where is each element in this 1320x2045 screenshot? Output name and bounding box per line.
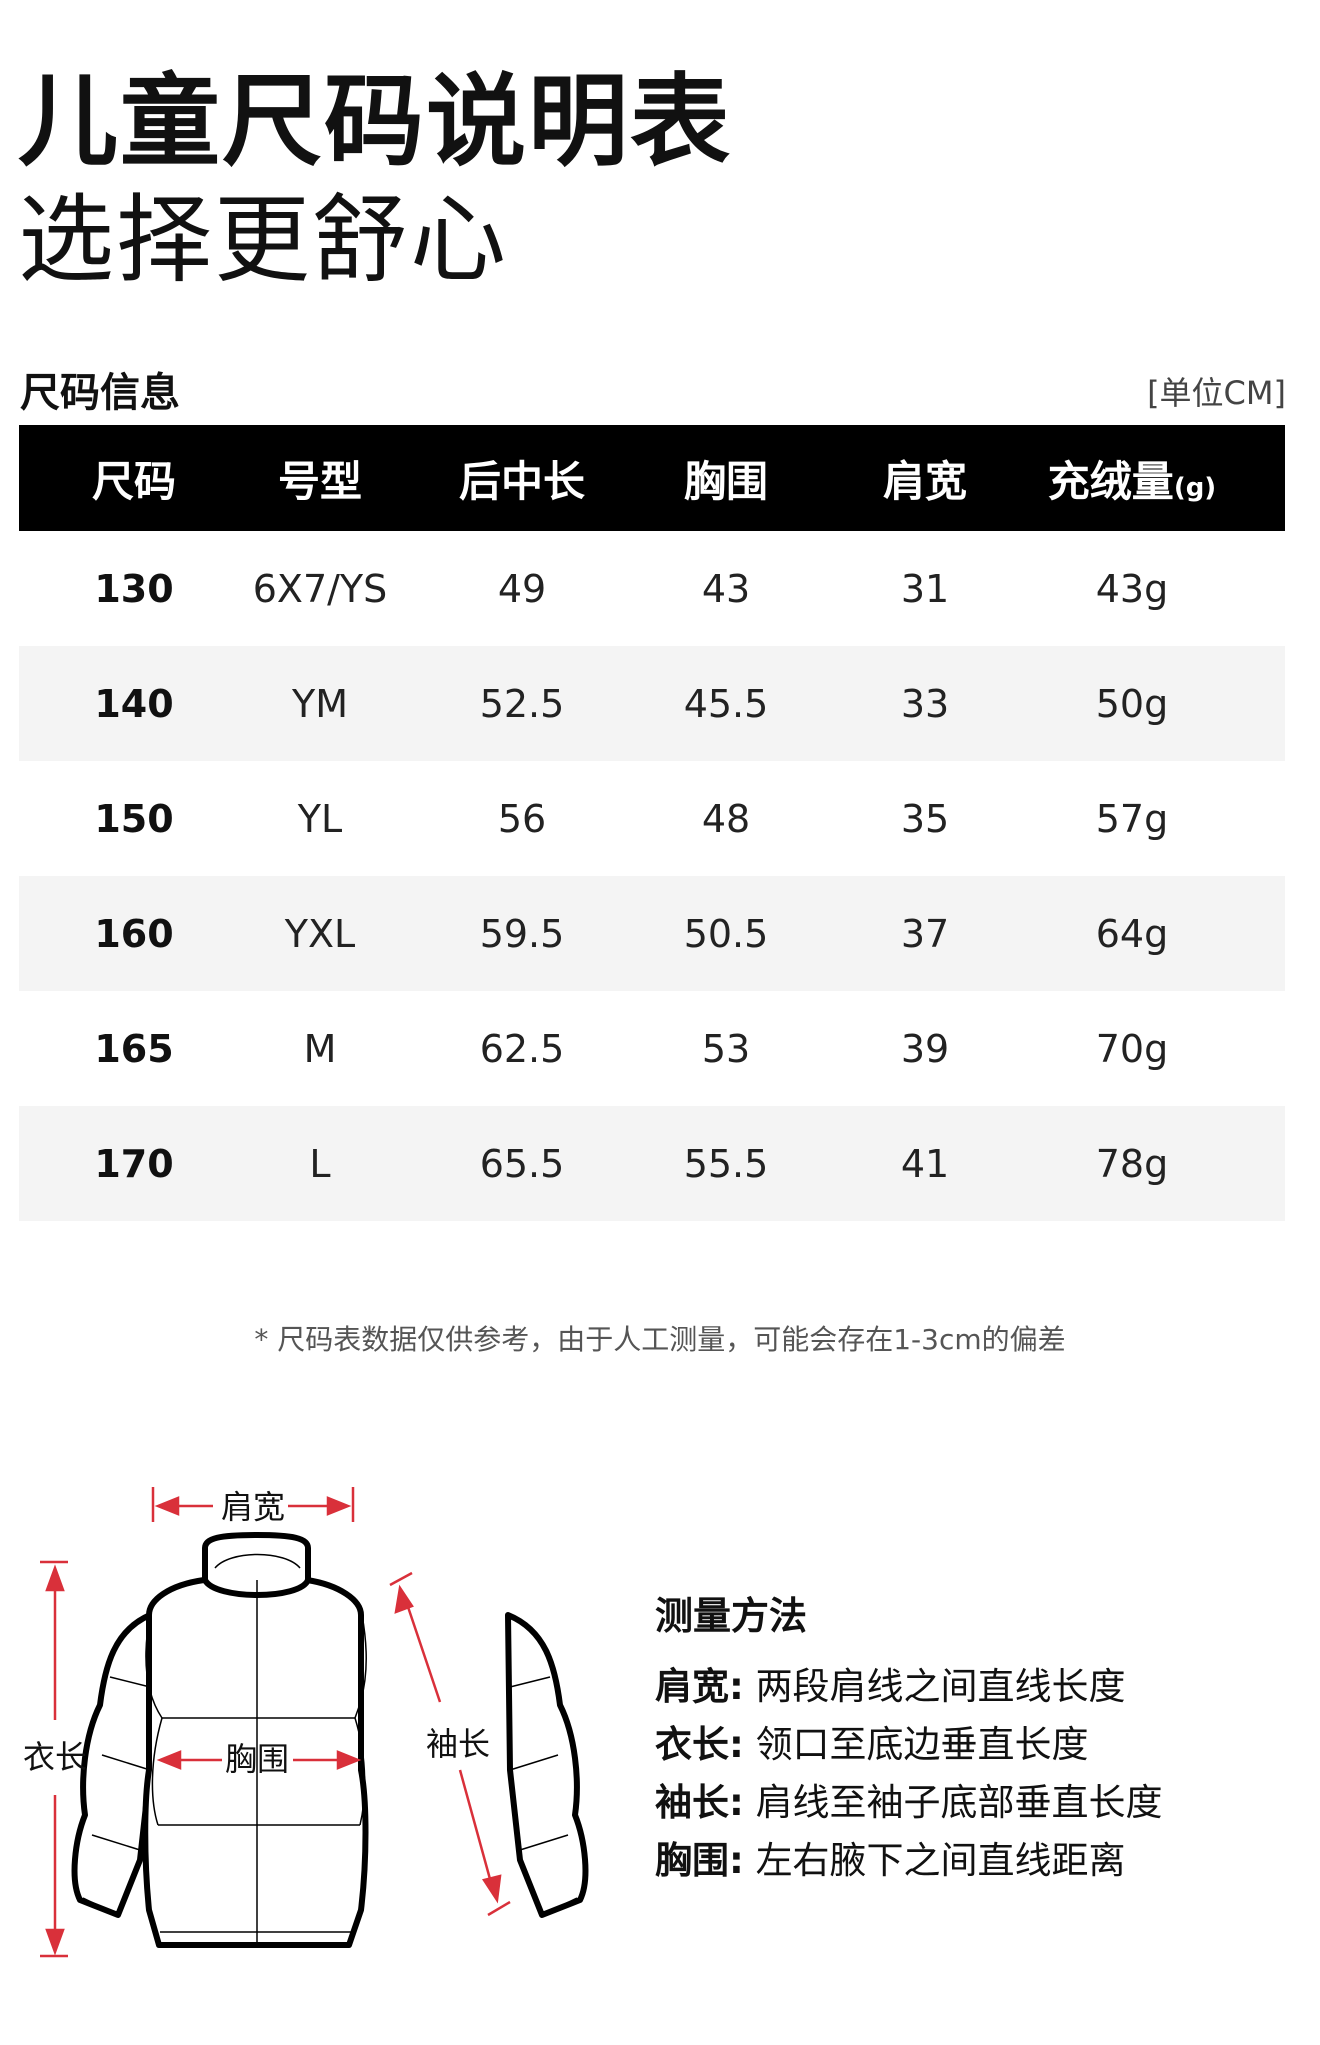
table-cell: 170 bbox=[94, 1141, 174, 1186]
table-cell: 37 bbox=[900, 911, 950, 956]
chest-label: 胸围 bbox=[225, 1740, 289, 1778]
column-header-unit: (g) bbox=[1173, 472, 1217, 503]
table-cell: 39 bbox=[900, 1026, 950, 1071]
table-cell: 65.5 bbox=[479, 1141, 565, 1186]
disclaimer-note: * 尺码表数据仅供参考，由于人工测量，可能会存在1-3cm的偏差 bbox=[254, 1323, 1066, 1356]
sleeve-label: 袖长 bbox=[426, 1725, 490, 1763]
table-cell: 150 bbox=[94, 796, 174, 841]
column-header: 胸围 bbox=[683, 456, 769, 506]
table-row: 160 YXL 59.5 50.5 37 64g bbox=[19, 876, 1285, 991]
table-header: 尺码 号型 后中长 胸围 肩宽 充绒量(g) bbox=[19, 425, 1285, 531]
table-cell: 78g bbox=[1095, 1141, 1169, 1186]
table-cell: 31 bbox=[900, 566, 950, 611]
jacket-measurement-diagram: 肩宽 衣长 胸围 袖长 bbox=[23, 1487, 589, 1958]
table-cell: 165 bbox=[94, 1026, 174, 1071]
length-label: 衣长 bbox=[23, 1738, 87, 1776]
table-cell: L bbox=[309, 1141, 331, 1186]
table-cell: 50.5 bbox=[683, 911, 769, 956]
method-term: 袖长: bbox=[655, 1781, 744, 1824]
table-cell: 53 bbox=[701, 1026, 751, 1071]
table-cell: 52.5 bbox=[479, 681, 565, 726]
table-cell: 55.5 bbox=[683, 1141, 769, 1186]
table-cell: 43 bbox=[701, 566, 751, 611]
page-subtitle: 选择更舒心 bbox=[18, 184, 508, 296]
table-row: 140 YM 52.5 45.5 33 50g bbox=[19, 646, 1285, 761]
shoulder-label: 肩宽 bbox=[221, 1488, 285, 1526]
table-cell: 45.5 bbox=[683, 681, 769, 726]
table-cell: YXL bbox=[284, 911, 356, 956]
table-cell: 33 bbox=[900, 681, 950, 726]
table-cell: 57g bbox=[1095, 796, 1169, 841]
table-cell: YM bbox=[292, 681, 348, 726]
table-row: 130 6X7/YS 49 43 31 43g bbox=[19, 531, 1285, 646]
column-header: 号型 bbox=[277, 456, 363, 506]
column-header-label: 充绒量 bbox=[1047, 456, 1174, 506]
table-cell: 59.5 bbox=[479, 911, 565, 956]
size-table: 尺码 号型 后中长 胸围 肩宽 充绒量(g) 130 6X7/YS 49 43 31 43… bbox=[19, 425, 1285, 1221]
unit-label: [单位CM] bbox=[1147, 374, 1286, 412]
measurement-arrows bbox=[40, 1487, 511, 1958]
method-term: 胸围: bbox=[655, 1839, 744, 1882]
table-cell: 6X7/YS bbox=[252, 566, 388, 611]
table-cell: 62.5 bbox=[479, 1026, 565, 1071]
table-cell: 56 bbox=[497, 796, 547, 841]
method-item: 袖长: 肩线至袖子底部垂直长度 bbox=[655, 1774, 1163, 1832]
section-title: 尺码信息 bbox=[20, 370, 180, 416]
table-cell: M bbox=[303, 1026, 337, 1071]
table-cell: 49 bbox=[497, 566, 547, 611]
table-cell: 140 bbox=[94, 681, 174, 726]
table-cell: 48 bbox=[701, 796, 751, 841]
table-cell: 130 bbox=[94, 566, 174, 611]
table-cell: 35 bbox=[900, 796, 950, 841]
method-item: 衣长: 领口至底边垂直长度 bbox=[655, 1716, 1163, 1774]
table-cell: 70g bbox=[1095, 1026, 1169, 1071]
method-desc: 领口至底边垂直长度 bbox=[755, 1723, 1089, 1766]
method-desc: 两段肩线之间直线长度 bbox=[755, 1665, 1126, 1708]
table-row: 150 YL 56 48 35 57g bbox=[19, 761, 1285, 876]
table-cell: 50g bbox=[1095, 681, 1169, 726]
method-desc: 左右腋下之间直线距离 bbox=[755, 1839, 1126, 1882]
method-item: 肩宽: 两段肩线之间直线长度 bbox=[655, 1658, 1163, 1716]
table-cell: 160 bbox=[94, 911, 174, 956]
method-title: 测量方法 bbox=[655, 1594, 808, 1638]
column-header: 后中长 bbox=[458, 456, 586, 506]
table-cell: 64g bbox=[1095, 911, 1169, 956]
column-header: 尺码 bbox=[91, 456, 177, 506]
column-header: 肩宽 bbox=[882, 456, 968, 506]
page-title: 儿童尺码说明表 bbox=[18, 63, 732, 180]
table-cell: 41 bbox=[900, 1141, 950, 1186]
jacket-outline-icon bbox=[71, 1532, 589, 1948]
table-row: 165 M 62.5 53 39 70g bbox=[19, 991, 1285, 1106]
method-item: 胸围: 左右腋下之间直线距离 bbox=[655, 1832, 1163, 1890]
method-term: 肩宽: bbox=[655, 1665, 744, 1708]
table-cell: 43g bbox=[1095, 566, 1169, 611]
column-header: 充绒量(g) bbox=[1048, 448, 1216, 509]
table-row: 170 L 65.5 55.5 41 78g bbox=[19, 1106, 1285, 1221]
method-term: 衣长: bbox=[655, 1723, 744, 1766]
method-desc: 肩线至袖子底部垂直长度 bbox=[755, 1781, 1163, 1824]
table-cell: YL bbox=[297, 796, 343, 841]
measurement-method: 测量方法 肩宽: 两段肩线之间直线长度 衣长: 领口至底边垂直长度 袖长: 肩线至袖… bbox=[655, 1585, 1163, 1890]
